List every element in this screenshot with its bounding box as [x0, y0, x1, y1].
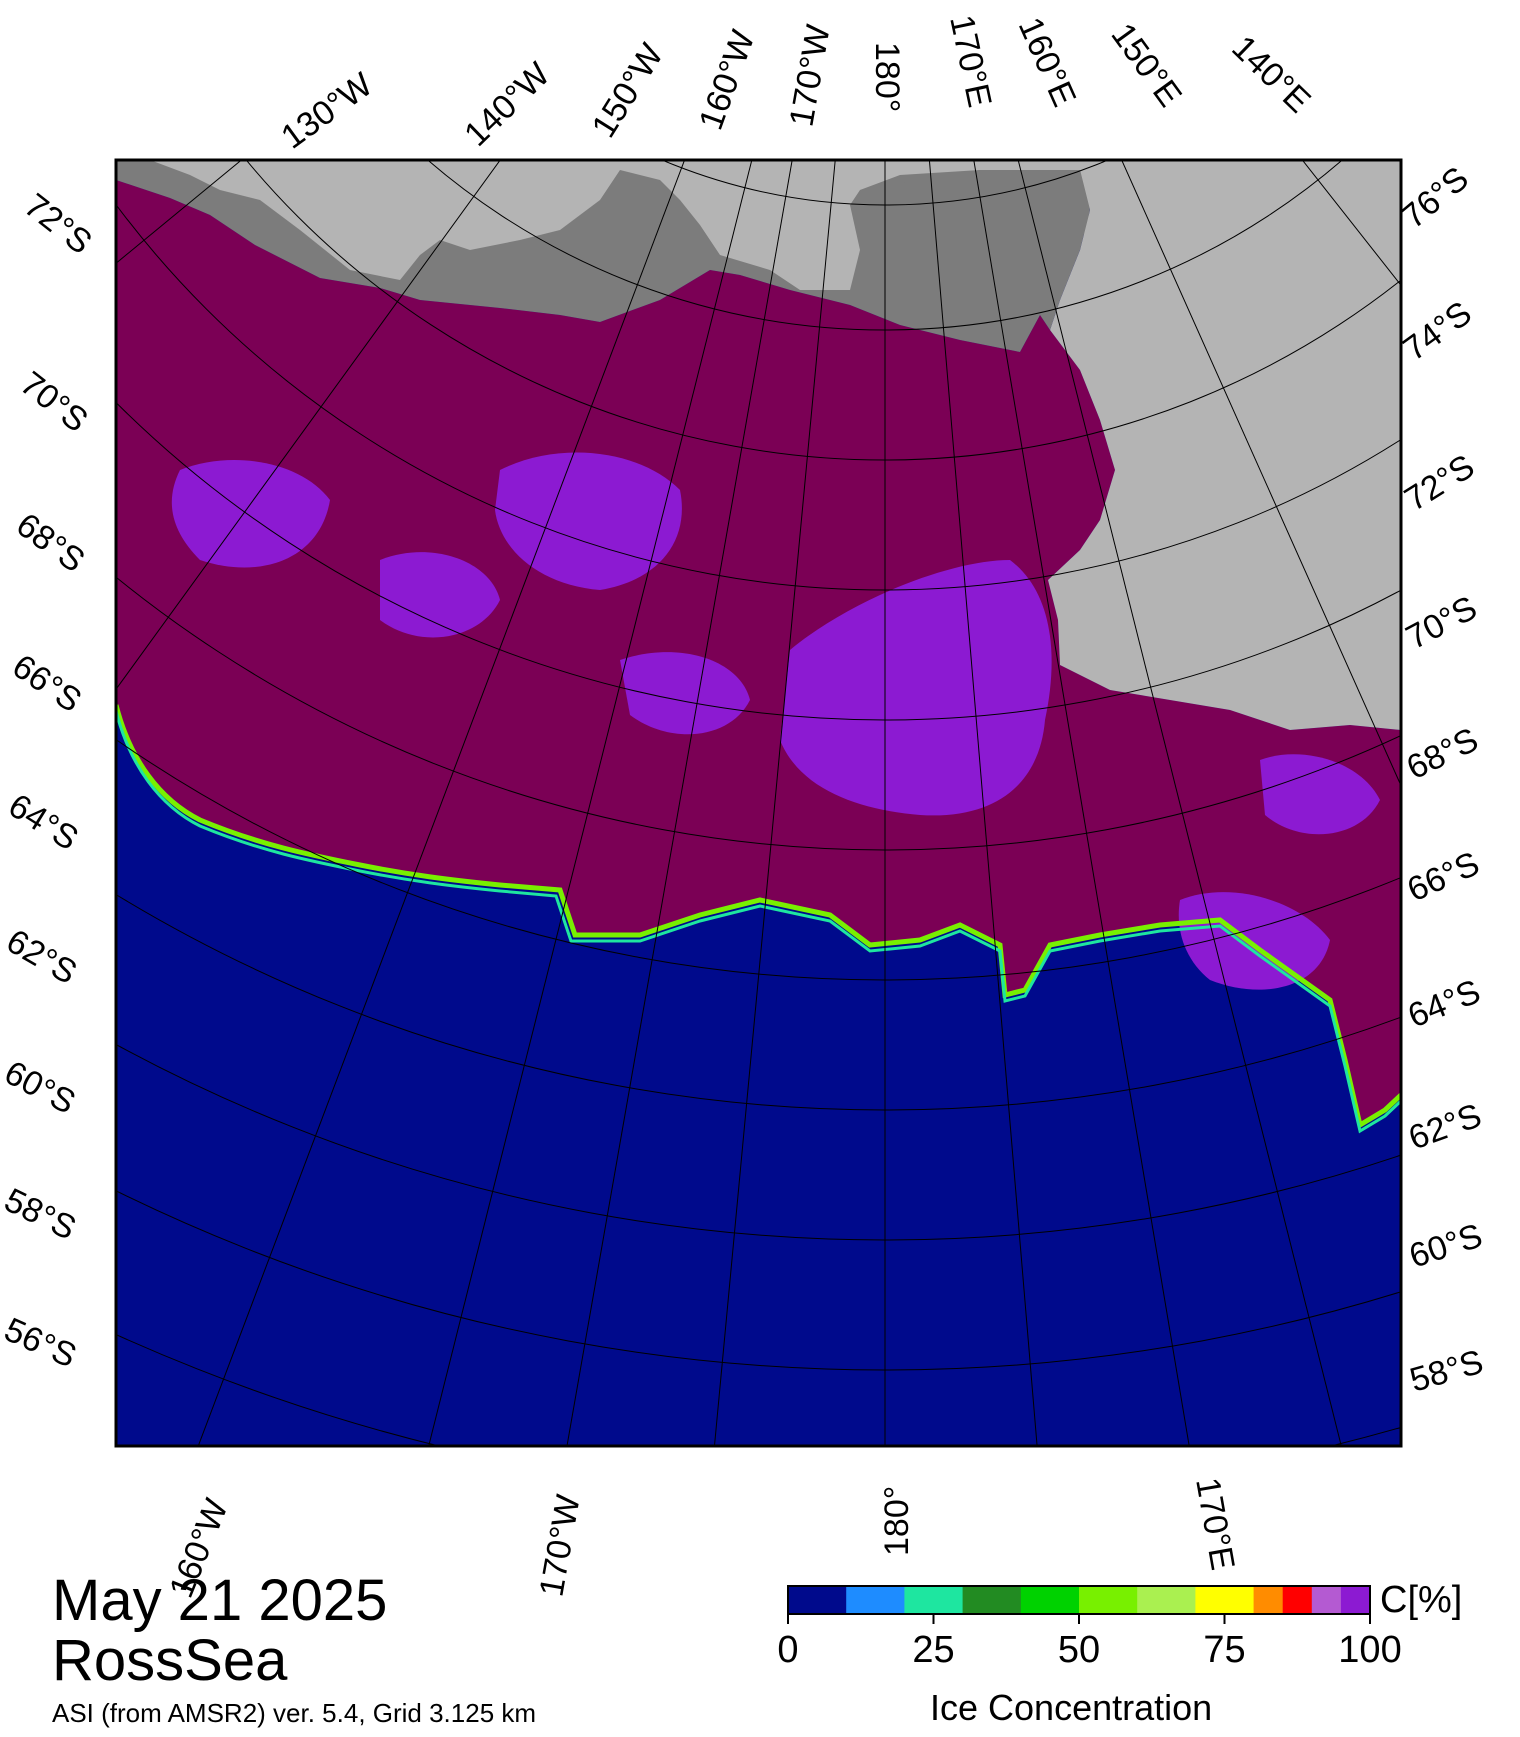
map-frame [114, 158, 1403, 1448]
graticule [116, 160, 1401, 1446]
left-latitude-labels: 72°S 70°S 68°S 66°S 64°S 62°S 60°S 58°S … [0, 186, 99, 1375]
ice-patches [171, 452, 1380, 990]
lon-label: 180° [878, 1486, 916, 1556]
lon-label: 160°W [692, 25, 763, 134]
colorbar-bin [1253, 1586, 1284, 1614]
colorbar-bin [1195, 1586, 1255, 1614]
meridian-line [713, 160, 836, 1446]
ice-edge-outer [116, 710, 1401, 1134]
lat-label: 66°S [6, 647, 89, 720]
meridian-line [566, 160, 793, 1446]
colorbar-bin [962, 1586, 1022, 1614]
colorbar-bin [788, 1586, 847, 1614]
source-note: ASI (from AMSR2) ver. 5.4, Grid 3.125 km [52, 1698, 537, 1728]
colorbar-bin [1020, 1586, 1080, 1614]
region-title: RossSea [52, 1628, 288, 1693]
lat-label: 58°S [1406, 1343, 1488, 1400]
colorbar-ticks: 0 25 50 75 100 [777, 1614, 1402, 1671]
land [150, 160, 1401, 730]
lat-label: 76°S [1395, 159, 1476, 236]
colorbar-tick-label: 100 [1338, 1629, 1401, 1671]
lat-label: 62°S [0, 922, 83, 992]
lon-label: 140°W [457, 55, 557, 153]
lat-label: 70°S [1400, 589, 1483, 657]
map-area [116, 160, 1401, 1446]
lon-label: 160°E [1011, 12, 1084, 112]
lat-label: 72°S [17, 186, 99, 262]
meridian-line [428, 160, 753, 1446]
lon-label: 140°E [1224, 28, 1317, 120]
lon-label: 170°W [532, 1492, 587, 1599]
lon-label: 130°W [274, 66, 379, 157]
lat-label: 64°S [1403, 972, 1486, 1035]
lat-label: 56°S [0, 1311, 82, 1376]
colorbar-tick-label: 75 [1203, 1629, 1245, 1671]
date-title: May 21 2025 [52, 1568, 388, 1633]
meridian-line [197, 160, 686, 1446]
right-latitude-labels: 76°S 74°S 72°S 70°S 68°S 66°S 64°S 62°S … [1395, 159, 1488, 1399]
lon-label: 170°W [782, 22, 837, 129]
lat-label: 62°S [1404, 1096, 1487, 1157]
lon-label: 150°W [585, 37, 672, 144]
meridian-line [1121, 160, 1401, 787]
ice-shelf-inset [860, 170, 1090, 330]
lat-label: 68°S [1401, 721, 1484, 788]
colorbar [788, 1586, 1371, 1614]
lon-label: 150°E [1104, 16, 1189, 114]
top-longitude-labels: 130°W 140°W 150°W 160°W 170°W 180° 170°E… [274, 12, 1317, 157]
meridian-line [116, 160, 501, 691]
colorbar-bin [846, 1586, 905, 1614]
colorbar-tick-label: 0 [777, 1629, 798, 1671]
meridian-line [928, 160, 1038, 1446]
lat-label: 66°S [1402, 844, 1485, 909]
colorbar-bin [1282, 1586, 1313, 1614]
lat-label: 60°S [1405, 1217, 1487, 1276]
colorbar-bin [1137, 1586, 1196, 1614]
colorbar-bin [1311, 1586, 1342, 1614]
lat-label: 58°S [0, 1181, 82, 1248]
colorbar-unit-label: C[%] [1380, 1579, 1462, 1621]
colorbar-tick-label: 50 [1058, 1629, 1100, 1671]
lat-label: 64°S [2, 787, 85, 858]
lat-label: 74°S [1396, 294, 1478, 368]
lat-label: 60°S [0, 1054, 82, 1122]
colorbar-title: Ice Concentration [930, 1687, 1213, 1728]
meridian-line [973, 160, 1190, 1446]
meridian-line [1017, 160, 1342, 1446]
colorbar-bin [1340, 1586, 1371, 1614]
colorbar-bin [1079, 1586, 1138, 1614]
pack-ice [116, 180, 1401, 1125]
lat-label: 70°S [13, 364, 95, 440]
lon-label: 180° [868, 42, 906, 112]
colorbar-tick-label: 25 [912, 1629, 954, 1671]
lat-label: 72°S [1398, 447, 1481, 518]
lat-label: 68°S [9, 506, 91, 580]
lon-label: 170°E [942, 12, 999, 111]
lon-label: 170°E [1188, 1475, 1242, 1573]
colorbar-bin [904, 1586, 964, 1614]
